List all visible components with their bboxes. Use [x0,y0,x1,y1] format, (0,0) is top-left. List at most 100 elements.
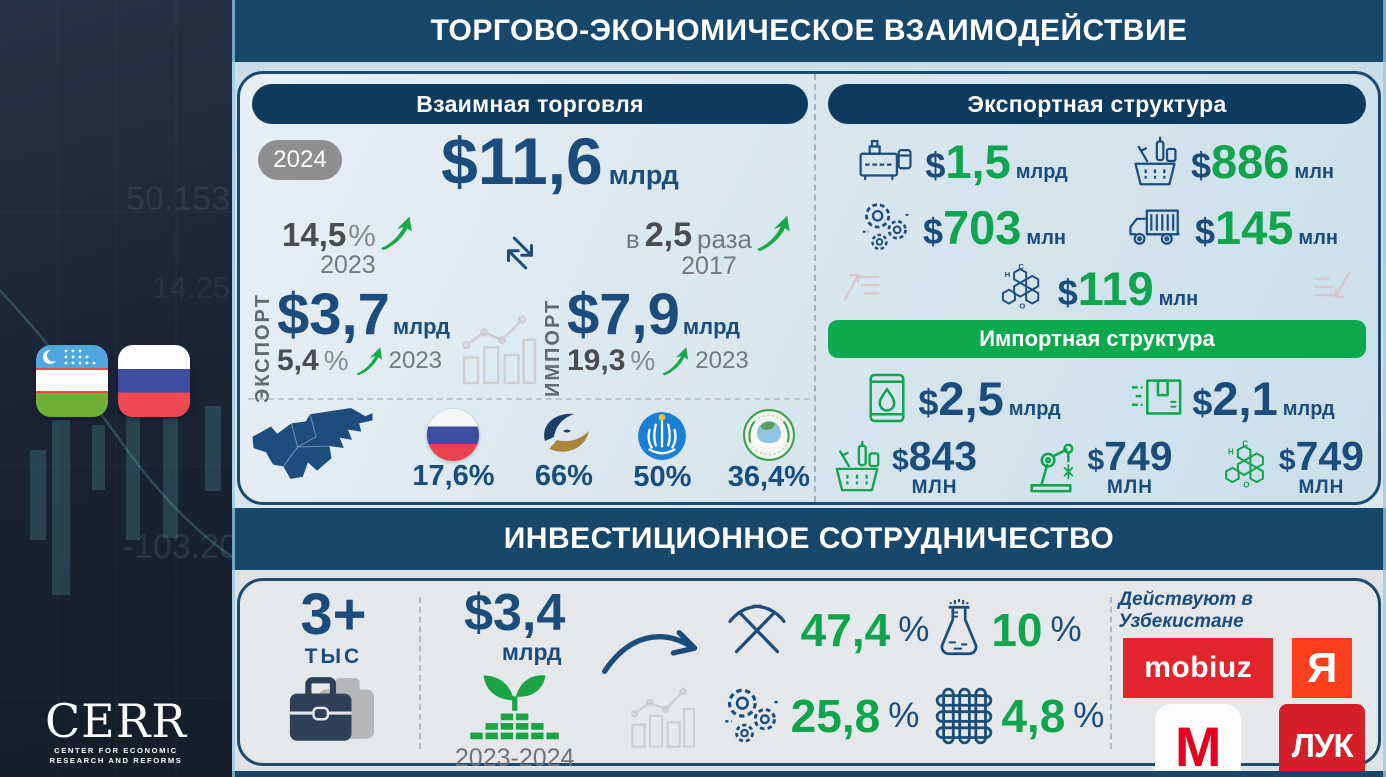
company-logos: mobiuz Я М ЛУК [1123,638,1366,777]
uzbekistan-flag-crescent [43,349,96,365]
sector-value: 25,8 [790,690,881,742]
trade-section: Взаимная торговля 2024 $11,6 млрд 14,5% [232,62,1386,508]
truck-icon [1125,205,1185,249]
import-item-value: 843 [908,432,978,479]
import-item-value: 2,5 [938,371,1004,425]
export-structure-title: Экспортная структура [967,90,1227,117]
svg-text:14.25: 14.25 [152,270,230,305]
growth-long: в 2,5 раза 2017 [626,214,792,279]
svg-text:50.153: 50.153 [126,180,230,218]
share-sco-value: 36,4% [727,461,810,493]
import-item-value: 2,1 [1212,371,1278,425]
mobiuz-logo: mobiuz [1123,638,1274,698]
growth-up-arrow-icon [660,346,690,376]
share-eaeu-value: 66% [534,460,593,492]
import-structure-title: Импортная структура [979,326,1215,351]
investment-period: 2023-2024 [454,744,575,772]
investment-title: ИНВЕСТИЦИОННОЕ СОТРУДНИЧЕСТВО [503,522,1115,555]
textile-weave-icon [935,687,993,745]
growth-yoy-year: 2023 [320,250,376,279]
import-item-equipment: $749 МЛН [1023,432,1173,497]
investment-amount-block: $3,4 млрд 2023-2024 [427,587,711,771]
export-structure-header: Экспортная структура [828,84,1366,124]
export-item-value: 703 [943,200,1022,254]
import-item-food: $843 МЛН [830,432,978,497]
export-label: ЭКСПОРТ [252,293,274,403]
export-item-transport: $145 млн [1097,194,1366,260]
sidebar: 50.153 14.25 -103.20 [0,0,232,777]
investment-card: 3+ ТЫС $3,4 млрд 2023-2024 [237,578,1381,777]
investment-amount-unit: млрд [501,639,562,665]
projects-count-unit: ТЫС [304,645,363,669]
chemistry-icon [1219,440,1271,492]
share-russia: 17,6% [412,409,495,492]
sprout-growth-icon [467,666,563,744]
country-flags [36,345,190,417]
share-cis: 50% [633,408,691,492]
import-growth: 19,3 [567,344,626,377]
uzbekistan-map-icon [248,406,376,486]
trade-total-currency: $ [441,124,478,198]
export-item-chemistry: $119 млн [828,260,1366,316]
trend-watermark-icon [1312,264,1356,308]
growth-up-arrow-icon [754,214,792,252]
chart-watermark-icon [625,685,697,751]
year-badge: 2024 [258,140,342,180]
export-group: $3,7 млрд 5,4% 2023 [277,282,450,377]
trend-watermark-icon [838,264,882,308]
sector-value: 10 [991,604,1043,656]
main-title: ТОРГОВО-ЭКОНОМИЧЕСКОЕ ВЗАИМОДЕЙСТВИЕ [430,14,1188,47]
import-item-oil: $2,5 млрд [828,362,1097,434]
export-item-value: 145 [1215,200,1294,254]
content: ТОРГОВО-ЭКОНОМИЧЕСКОЕ ВЗАИМОДЕЙСТВИЕ Вза… [232,0,1386,777]
projects-count-value: 3+ [300,582,367,647]
russia-flag [118,345,190,417]
sector-textile: 4,8% [929,673,1104,759]
export-structure-grid: $1,5 млрд $886 млн $703 млн $145 млн [828,128,1366,260]
export-item-value: 886 [1211,134,1290,188]
divider [418,597,421,749]
investment-amount: $3,4 млрд 2023-2024 [455,587,575,771]
cerr-logo-name: CERR [44,694,188,749]
import-item-value: 749 [1295,432,1364,479]
yandex-logo: Я [1292,638,1353,698]
trade-shares-row: 17,6% 66% 50% 36,4% [248,398,810,498]
share-eaeu: 66% [531,409,597,491]
companies-title: Действуют в Узбекистане [1118,589,1253,632]
investment-sectors-grid: 47,4% 10% 25,8% 4,8% [711,587,1104,759]
import-item-goods: $2,1 млрд [1097,362,1366,434]
left-edge-line [232,0,235,777]
bottom-strip [232,771,1386,777]
sector-chemistry: 10% [929,587,1104,673]
export-item-food: $886 млн [1097,128,1366,194]
market-chart-decoration: 50.153 14.25 -103.20 [0,0,232,777]
main-title-band: ТОРГОВО-ЭКОНОМИЧЕСКОЕ ВЗАИМОДЕЙСТВИЕ [232,0,1386,62]
mining-picks-icon [721,603,793,657]
import-value: $7,9 [567,282,680,347]
import-label: ИМПОРТ [542,298,564,398]
curve-arrow-icon [599,621,709,681]
lukoil-logo: ЛУК [1279,704,1366,777]
cerr-logo: CERR CENTER FOR ECONOMIC RESEARCH AND RE… [0,698,232,765]
industrial-robot-icon [1023,438,1079,494]
growth-long-year: 2017 [681,251,737,280]
divider [1110,597,1113,749]
import-item-chemistry: $749 МЛН [1219,432,1364,497]
import-item-value: 749 [1104,432,1173,479]
export-item-machines: $703 млн [828,194,1097,260]
growth-long-value: 2,5 [644,215,692,254]
parcel-icon [1128,373,1184,423]
investment-amount-value: $3,4 [464,584,566,642]
sco-logo-icon [742,408,796,462]
sector-machinery: 25,8% [715,673,930,759]
structure-panel: Экспортная структура $1,5 млрд $886 млн [814,74,1378,502]
cis-logo-icon [635,408,689,462]
briefcase-icon [281,671,385,749]
share-russia-value: 17,6% [412,460,495,492]
eaeu-logo-icon [531,409,597,461]
trade-total-unit: млрд [608,160,679,190]
trade-total-row: 2024 $11,6 млрд [252,124,808,210]
mutual-trade-header: Взаимная торговля [252,84,808,124]
export-import-row: ЭКСПОРТ $3,7 млрд 5,4% 2023 [252,286,808,420]
